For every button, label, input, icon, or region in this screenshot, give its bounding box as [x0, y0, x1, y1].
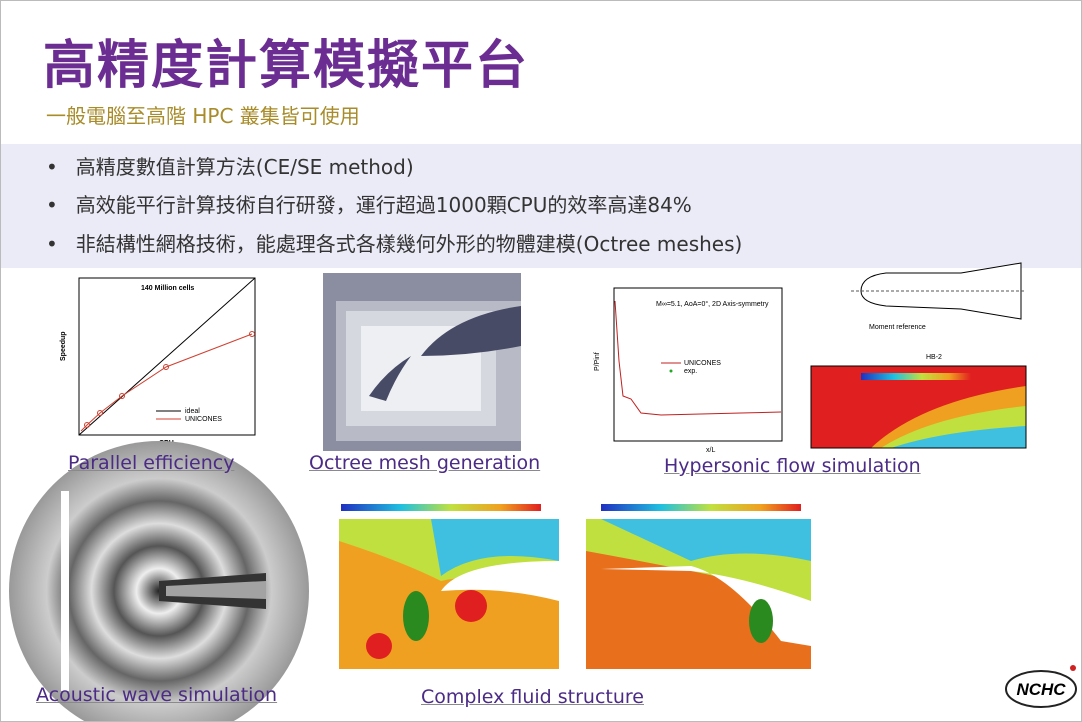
chart-title: 140 Million cells [141, 285, 194, 292]
legend: ideal [185, 408, 200, 415]
subtitle: 一般電腦至高階 HPC 叢集皆可使用 [46, 104, 360, 128]
title: 高精度計算模擬平台 [43, 36, 530, 96]
fluid-image [339, 504, 811, 669]
acoustic-image [9, 441, 309, 721]
bullet: 高精度數值計算方法(CE/SE method) [46, 151, 414, 180]
y-label: Speedup [60, 331, 67, 361]
legend: UNICONES [185, 416, 222, 423]
plot-title: M∞=5.1, AoA=0°, 2D Axis-symmetry [656, 300, 769, 308]
caption: Acoustic wave simulation [36, 684, 278, 706]
y-label: P/Pinf [594, 352, 601, 371]
caption: Hypersonic flow simulation [664, 455, 921, 477]
x-label: x/L [706, 447, 715, 454]
pressure-plot: M∞=5.1, AoA=0°, 2D Axis-symmetry P/Pinf … [594, 287, 783, 454]
legend: exp. [684, 368, 697, 375]
bullet: 非結構性網格技術，能處理各式各樣幾何外形的物體建模(Octree meshes) [46, 228, 743, 257]
model-label: HB-2 [926, 354, 942, 361]
logo-text: NCHC [1016, 680, 1066, 699]
octree-image [323, 273, 521, 451]
bullet: 高效能平行計算技術自行研發，運行超過1000顆CPU的效率高達84% [46, 189, 692, 218]
contour-image [810, 365, 1027, 449]
caption: Complex fluid structure [421, 686, 644, 708]
caption: Parallel efficiency [68, 452, 235, 474]
caption: Octree mesh generation [309, 452, 541, 474]
hb2-schematic: Moment reference HB-2 [851, 262, 1026, 361]
speedup-chart: 140 Million cells Speedup CPU ideal UNIC… [60, 277, 256, 447]
logo: NCHC [1005, 665, 1077, 708]
note: Moment reference [869, 324, 926, 331]
legend: UNICONES [684, 360, 721, 367]
